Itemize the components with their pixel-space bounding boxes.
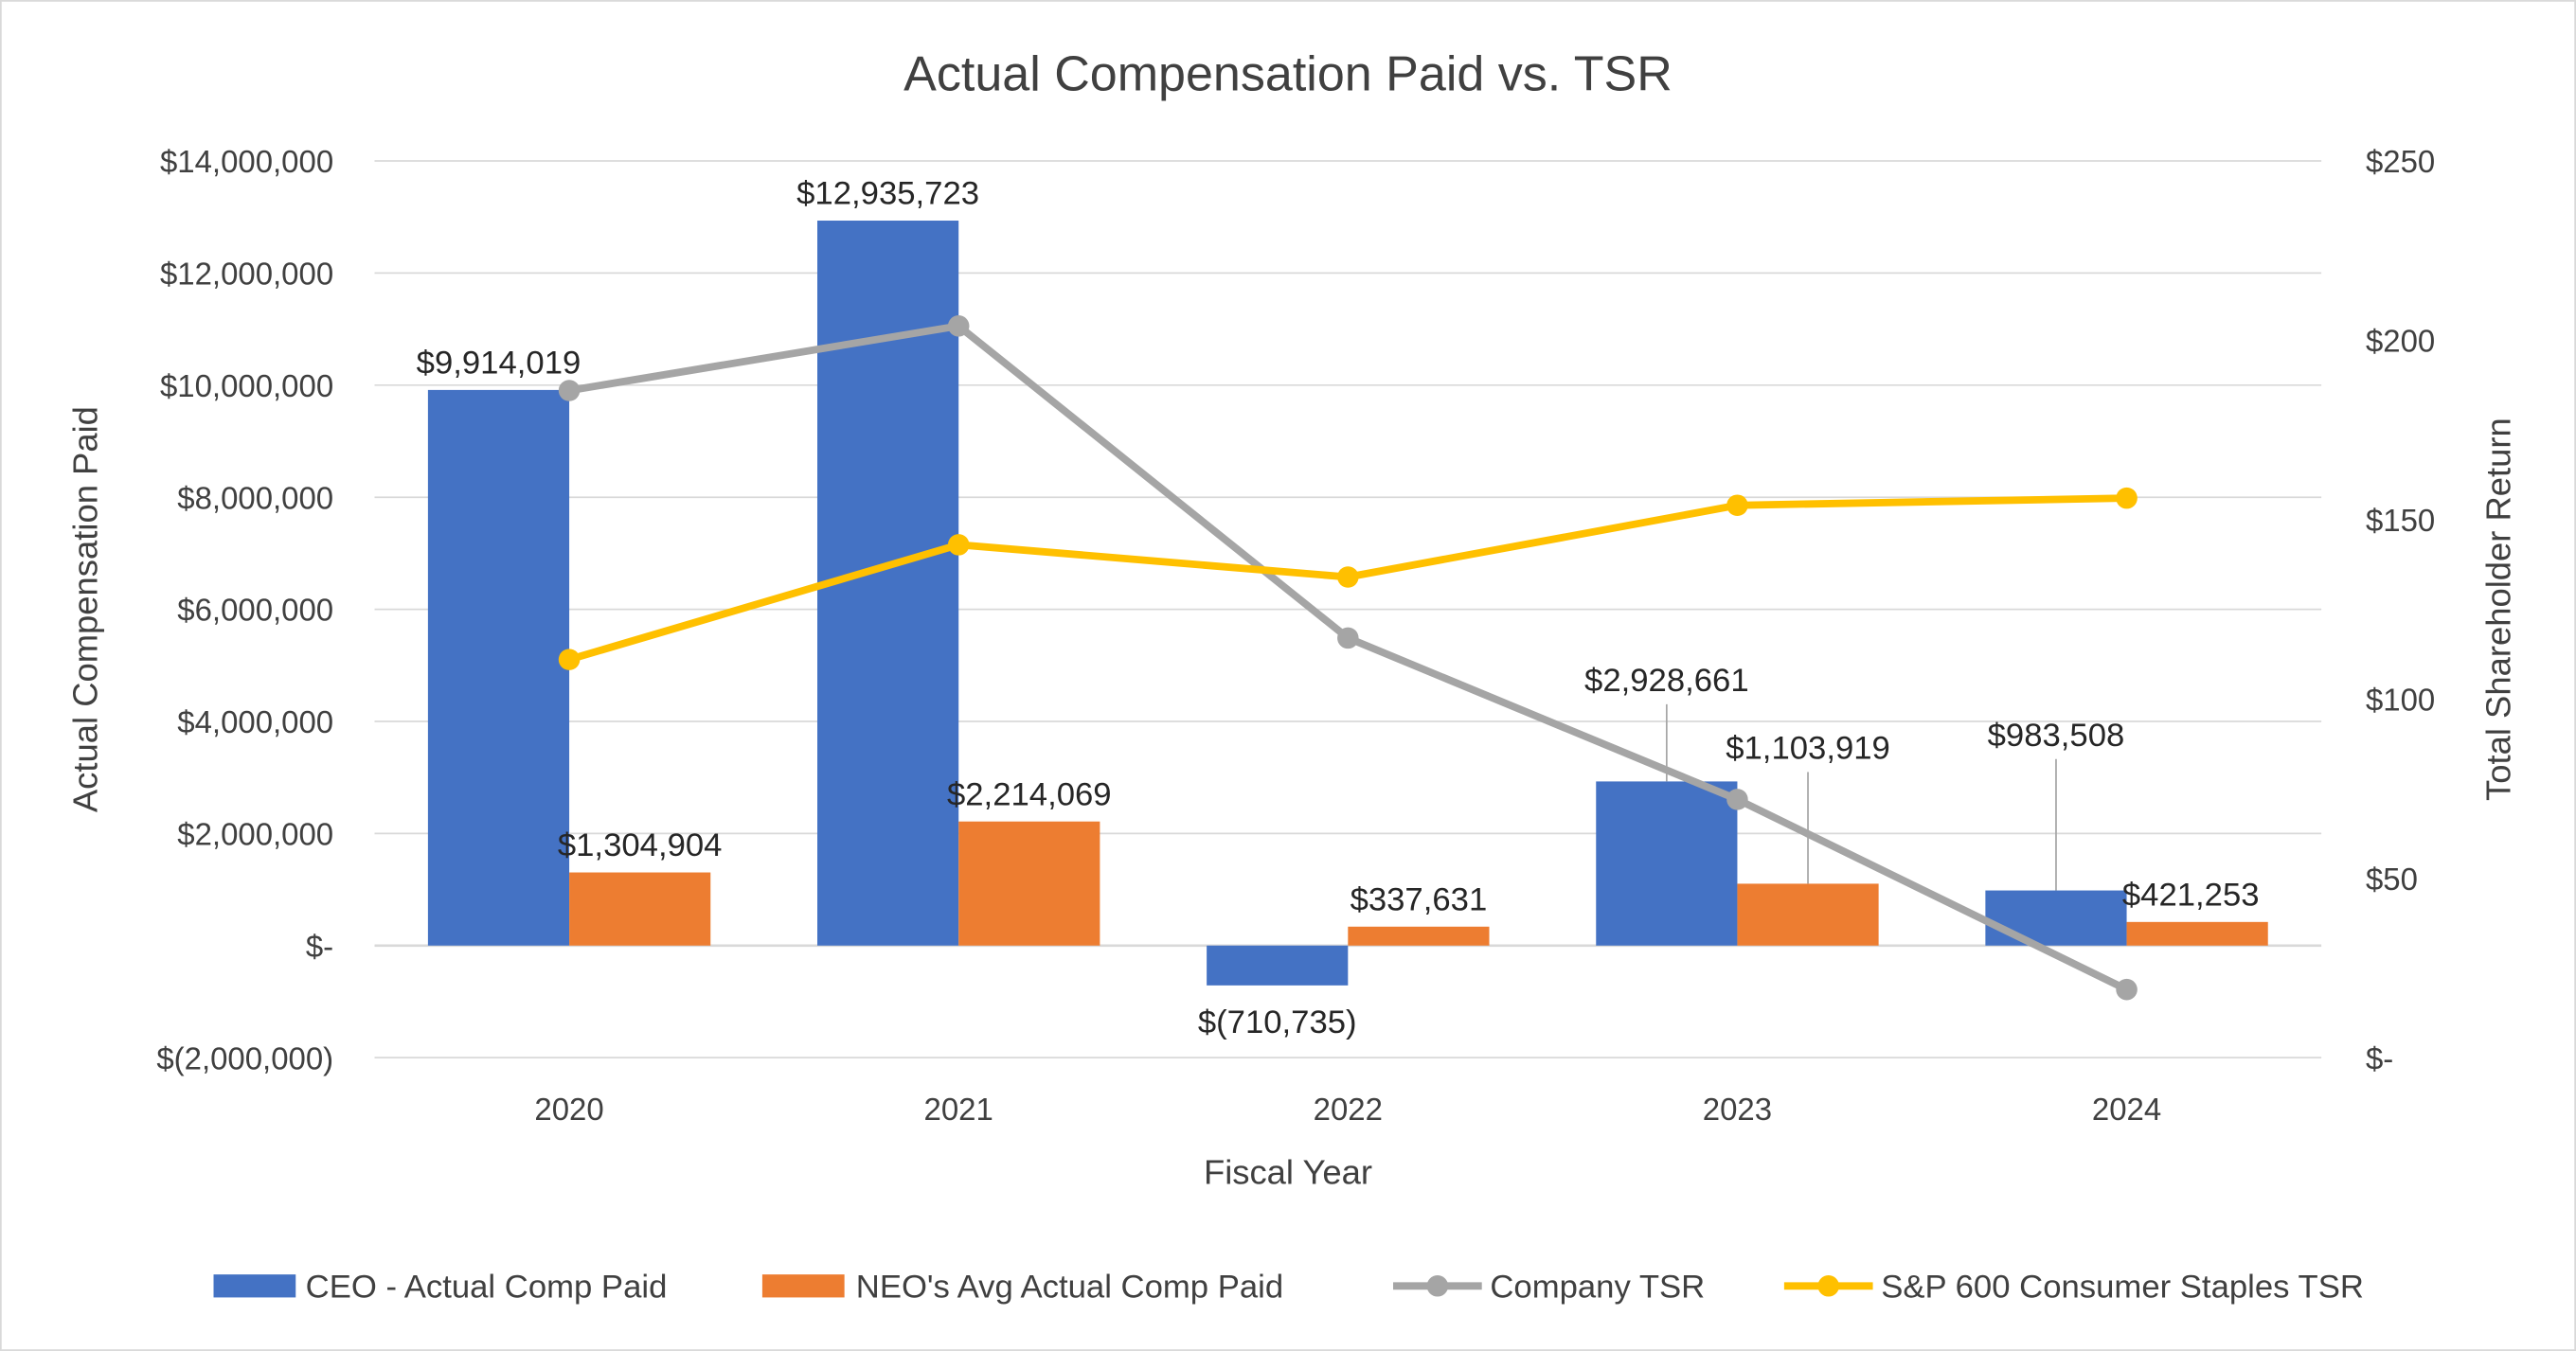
x-tick-label: 2022 [1314, 1092, 1383, 1127]
bar-neo [958, 821, 1100, 946]
line-point [1337, 627, 1359, 649]
y-axis-label: Actual Compensation Paid [65, 406, 104, 812]
y2-tick-label: $100 [2366, 682, 2435, 717]
data-label: $337,631 [1351, 881, 1488, 917]
y-tick-label: $12,000,000 [160, 257, 333, 292]
data-label: $12,935,723 [796, 176, 979, 212]
line-point [1726, 494, 1748, 516]
line-point [558, 649, 581, 670]
data-label: $(710,735) [1198, 1004, 1357, 1040]
y2-tick-label: $150 [2366, 503, 2435, 538]
line-point [2116, 487, 2138, 509]
y-tick-label: $2,000,000 [177, 817, 333, 852]
data-label: $1,304,904 [558, 827, 723, 863]
data-labels: $9,914,019 $12,935,723 $(710,735) $2,928,66… [417, 176, 2260, 1040]
y-tick-label: $6,000,000 [177, 593, 333, 628]
y-tick-label: $4,000,000 [177, 704, 333, 739]
y2-tick-label: $50 [2366, 862, 2418, 897]
x-tick-label: 2024 [2092, 1092, 2161, 1127]
x-axis-ticks: 2020 2021 2022 2023 2024 [534, 1092, 2161, 1127]
line-point [947, 534, 970, 556]
bar-neo [2126, 921, 2268, 946]
data-label: $1,103,919 [1726, 731, 1890, 767]
y2-axis-ticks: $- $50 $100 $150 $200 $250 [2366, 144, 2435, 1075]
bar-neo [569, 872, 711, 946]
bar-ceo [1985, 890, 2127, 946]
bar-neo [1348, 926, 1490, 946]
x-tick-label: 2023 [1703, 1092, 1772, 1127]
y2-tick-label: $- [2366, 1040, 2393, 1075]
lines [558, 315, 2138, 1001]
bar-ceo [1596, 781, 1738, 946]
y-tick-label: $(2,000,000) [156, 1040, 333, 1075]
y-tick-label: $10,000,000 [160, 368, 333, 403]
data-label: $2,928,661 [1584, 663, 1749, 699]
x-tick-label: 2020 [534, 1092, 603, 1127]
data-label: $9,914,019 [417, 346, 581, 382]
line-point [2116, 978, 2138, 1001]
data-label: $983,508 [1988, 718, 2125, 754]
y2-tick-label: $250 [2366, 144, 2435, 179]
legend-swatch [213, 1274, 296, 1298]
bar-neo [1737, 883, 1879, 946]
x-axis-label: Fiscal Year [1204, 1153, 1372, 1192]
legend: CEO - Actual Comp Paid NEO's Avg Actual C… [213, 1269, 2364, 1305]
legend-label: S&P 600 Consumer Staples TSR [1881, 1269, 2364, 1305]
data-label: $421,253 [2122, 877, 2260, 913]
legend-label: CEO - Actual Comp Paid [306, 1269, 668, 1305]
legend-swatch [761, 1274, 845, 1298]
data-label: $2,214,069 [947, 776, 1112, 812]
y2-axis-label: Total Shareholder Return [2479, 418, 2518, 801]
line-point [947, 315, 970, 337]
chart-title: Actual Compensation Paid vs. TSR [903, 46, 1673, 101]
line-point [1726, 789, 1748, 810]
y2-tick-label: $200 [2366, 324, 2435, 359]
legend-marker [1817, 1275, 1839, 1297]
x-tick-label: 2021 [924, 1092, 993, 1127]
bar-ceo [427, 389, 570, 946]
y-tick-label: $14,000,000 [160, 144, 333, 179]
line-point [1337, 566, 1359, 588]
line-point [558, 380, 581, 401]
legend-label: Company TSR [1490, 1269, 1705, 1305]
legend-marker [1426, 1275, 1449, 1297]
bar-ceo [1207, 945, 1349, 986]
y-tick-label: $- [306, 929, 333, 964]
y-tick-label: $8,000,000 [177, 480, 333, 515]
y-axis-ticks: $(2,000,000) $- $2,000,000 $4,000,000 $6,000… [156, 144, 333, 1075]
legend-label: NEO's Avg Actual Comp Paid [856, 1269, 1283, 1305]
